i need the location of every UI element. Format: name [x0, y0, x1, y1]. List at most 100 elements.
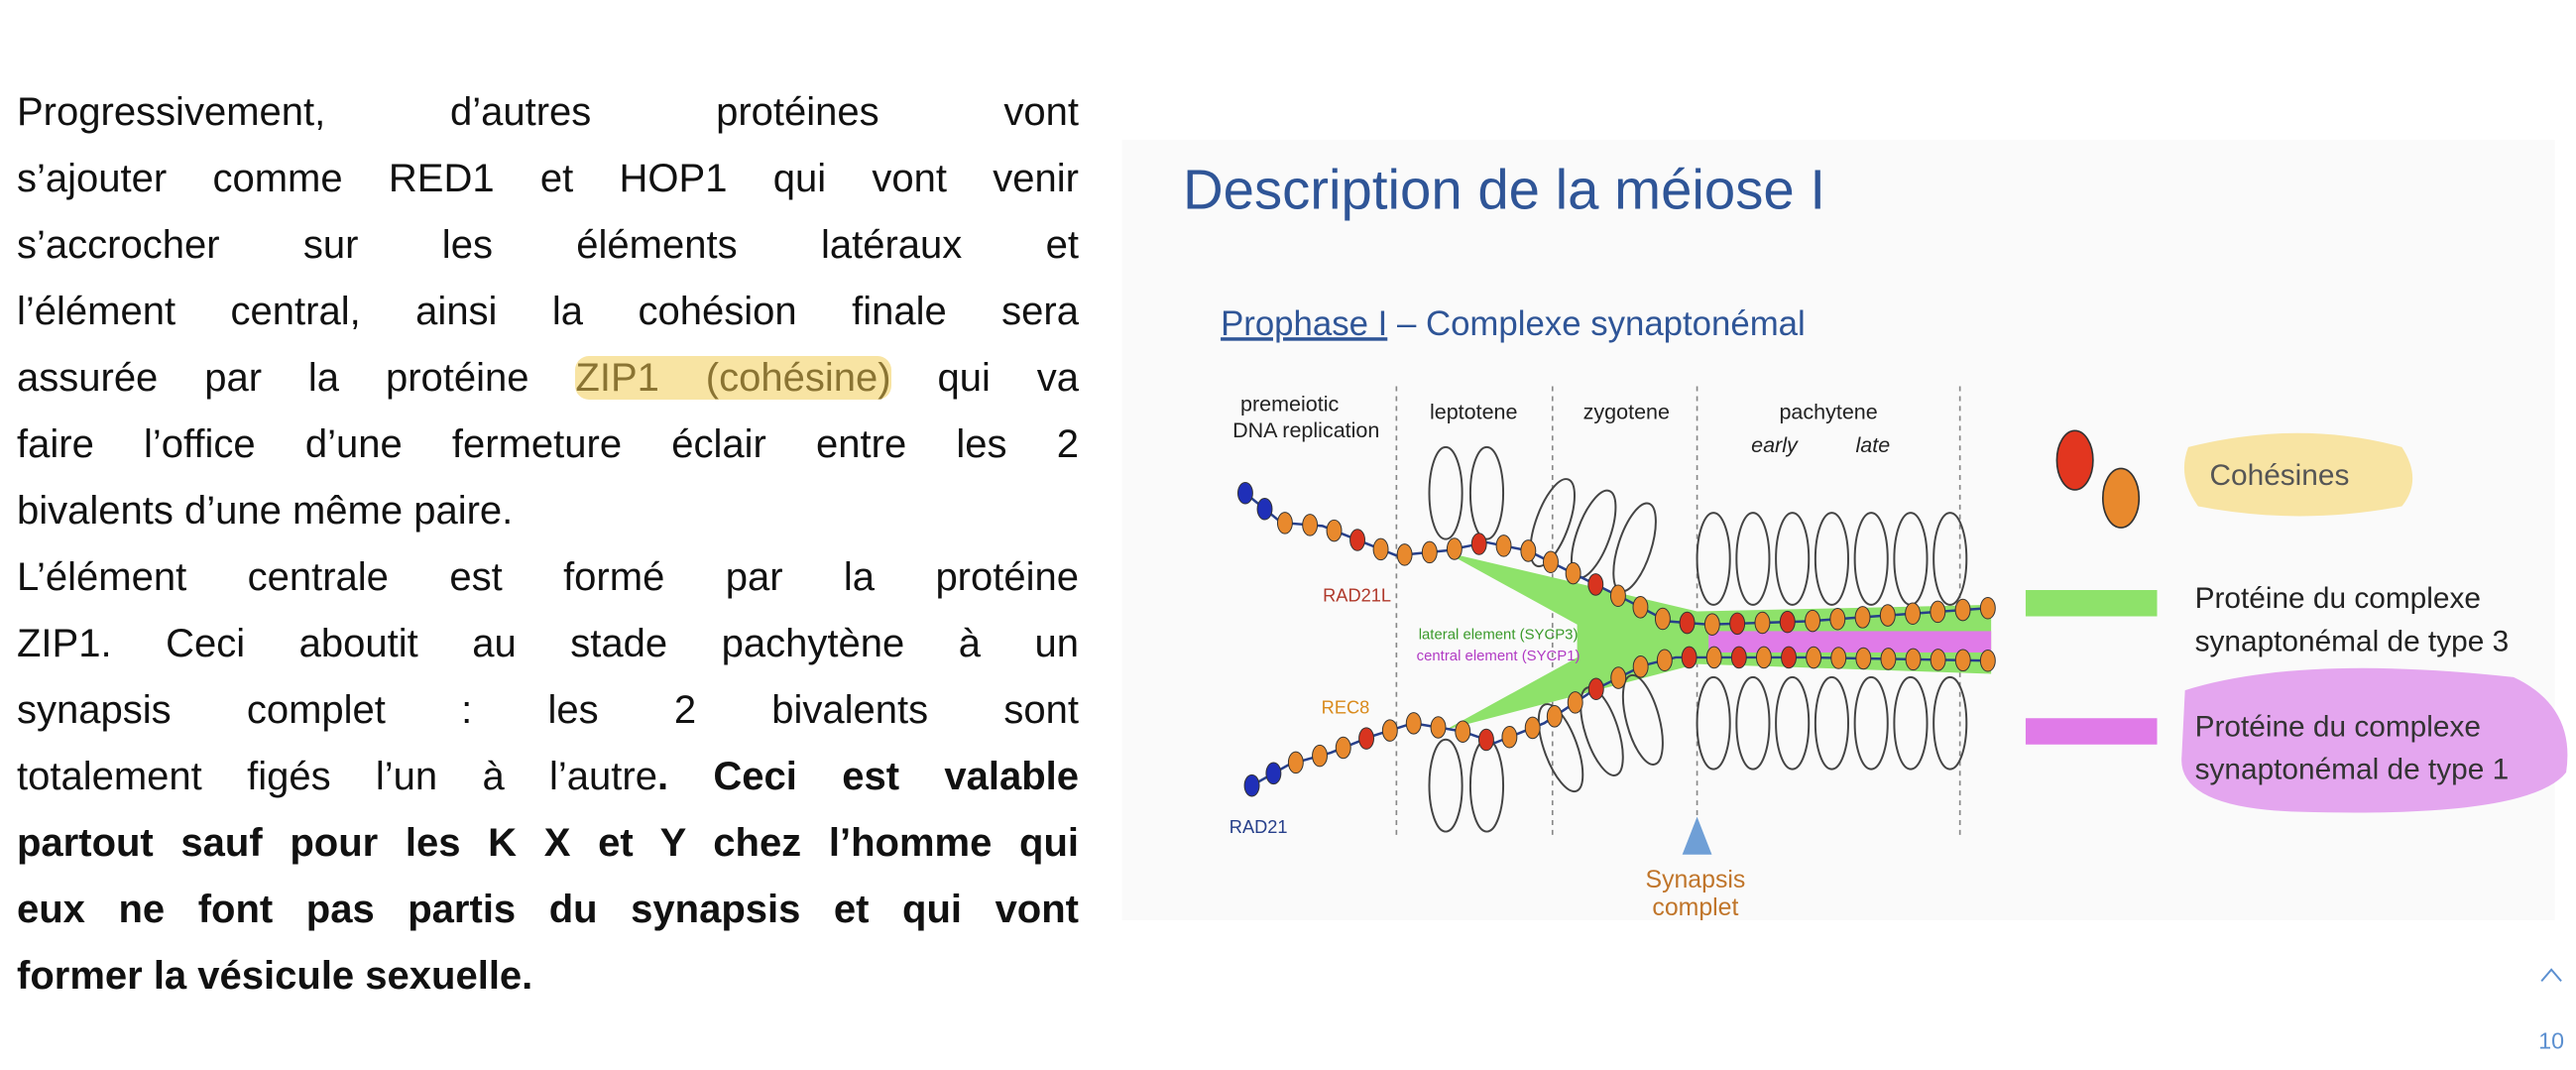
text-column: Progressivement, d’autres protéines vont… [17, 79, 1079, 1010]
diagram-labels: RAD21L lateral element (SYCP3) central e… [1229, 586, 1581, 838]
text-run: former la vésicule sexuelle. [17, 954, 533, 998]
bead [1455, 720, 1471, 743]
stage: late [1856, 433, 1891, 457]
stage-headers: premeiotic DNA replication leptotene zyg… [1232, 392, 1890, 456]
stage-dividers [1395, 386, 1961, 839]
stage: premeiotic [1240, 392, 1339, 416]
bead [1754, 611, 1771, 635]
bead [1632, 596, 1649, 619]
text-run: l’élément central, ainsi la cohésion fin… [17, 290, 1079, 333]
bead [1501, 725, 1518, 749]
legend-text: synaptonémal de type 3 [2195, 625, 2510, 657]
annotation: complet [1652, 894, 1738, 921]
text-run: totalement figés l’un à l’autre [17, 755, 657, 798]
bead [1446, 537, 1463, 560]
text-run: qui va [890, 356, 1079, 400]
text-run: L’élément centrale est formé par la prot… [17, 555, 1079, 599]
loop [1696, 675, 1731, 771]
loop [1468, 445, 1505, 540]
label: RAD21L [1323, 586, 1391, 606]
loop [1428, 738, 1464, 833]
bead [1679, 611, 1696, 635]
bead [1879, 604, 1896, 627]
stage: pachytene [1779, 401, 1877, 424]
text-run: Progressivement, d’autres protéines vont [17, 90, 1079, 134]
bead [1326, 519, 1343, 542]
bead [1930, 649, 1946, 671]
text-run: eux ne font pas partis du synapsis et qu… [17, 888, 1079, 931]
text-line: Progressivement, d’autres protéines vont [17, 79, 1079, 146]
bead [1520, 539, 1537, 562]
text-line: former la vésicule sexuelle. [17, 943, 1079, 1010]
legend-highlight [2183, 432, 2413, 517]
loop [1621, 673, 1664, 766]
bead [1543, 550, 1559, 574]
text-line: faire l’office d’une fermeture éclair en… [17, 412, 1079, 478]
bead [1243, 773, 1260, 797]
text-run: ZIP1 (cohésine) [575, 356, 891, 400]
text-run: faire l’office d’une fermeture éclair en… [17, 422, 1079, 466]
text-run: bivalents d’une même paire. [17, 489, 514, 533]
legend-text: synaptonémal de type 1 [2195, 754, 2510, 786]
bead [1587, 573, 1604, 596]
bead [1729, 612, 1746, 636]
text-line: L’élément centrale est formé par la prot… [17, 544, 1079, 611]
bead [1421, 540, 1438, 564]
legend-swatch [2025, 718, 2158, 745]
bead [1609, 584, 1626, 608]
bead [1381, 719, 1398, 742]
legend-text: Protéine du complexe [2195, 710, 2481, 743]
loop [1932, 675, 1968, 771]
bead [1470, 533, 1487, 555]
annotation: Synapsis [1646, 867, 1746, 893]
loop [1775, 675, 1811, 771]
text-run: assurée par la protéine [17, 356, 576, 400]
text-run: ZIP1. Ceci aboutit au stade pachytène à … [17, 622, 1079, 665]
bead [1610, 666, 1627, 689]
bead [1854, 606, 1871, 629]
bead [1567, 691, 1583, 714]
bead [1358, 727, 1374, 750]
legend-highlight [2181, 667, 2568, 813]
loop [1893, 675, 1929, 771]
text-line: totalement figés l’un à l’autre. Ceci es… [17, 744, 1079, 810]
bead [1830, 647, 1847, 669]
text-run: partout sauf pour les K X et Y chez l’ho… [17, 821, 1079, 865]
page-number: 10 [2538, 1027, 2564, 1053]
bead [1954, 649, 1971, 672]
loop [1580, 686, 1624, 776]
bead [1349, 529, 1365, 551]
loop [1814, 675, 1849, 771]
legend-swatch [2055, 429, 2094, 491]
label: REC8 [1322, 697, 1370, 717]
cohesin-beads [1236, 481, 1996, 797]
bead [1730, 646, 1747, 669]
text-run: . Ceci est valable [656, 755, 1079, 798]
bead [1880, 648, 1897, 670]
bead [1855, 647, 1872, 670]
loop [1428, 445, 1464, 540]
stage: DNA replication [1232, 418, 1379, 442]
bead [1587, 677, 1604, 701]
strand [1250, 655, 1988, 787]
loop [1853, 675, 1889, 771]
bead [1256, 498, 1273, 521]
bead [1954, 598, 1971, 622]
bead [1905, 602, 1922, 626]
bead [1546, 705, 1563, 728]
scroll-up[interactable] [2540, 968, 2562, 982]
text-line: ZIP1. Ceci aboutit au stade pachytène à … [17, 611, 1079, 677]
synapsis-marker [1682, 816, 1712, 855]
label: central element (SYCP1) [1417, 649, 1581, 664]
bead [1656, 649, 1673, 671]
bead [1276, 512, 1293, 535]
bead [1979, 649, 1996, 672]
bead [1396, 543, 1413, 566]
loop [1735, 512, 1771, 606]
bead [1979, 596, 1996, 620]
subtitle-link: Prophase I [1221, 305, 1387, 343]
stage: zygotene [1583, 401, 1670, 424]
bead [1705, 646, 1722, 669]
